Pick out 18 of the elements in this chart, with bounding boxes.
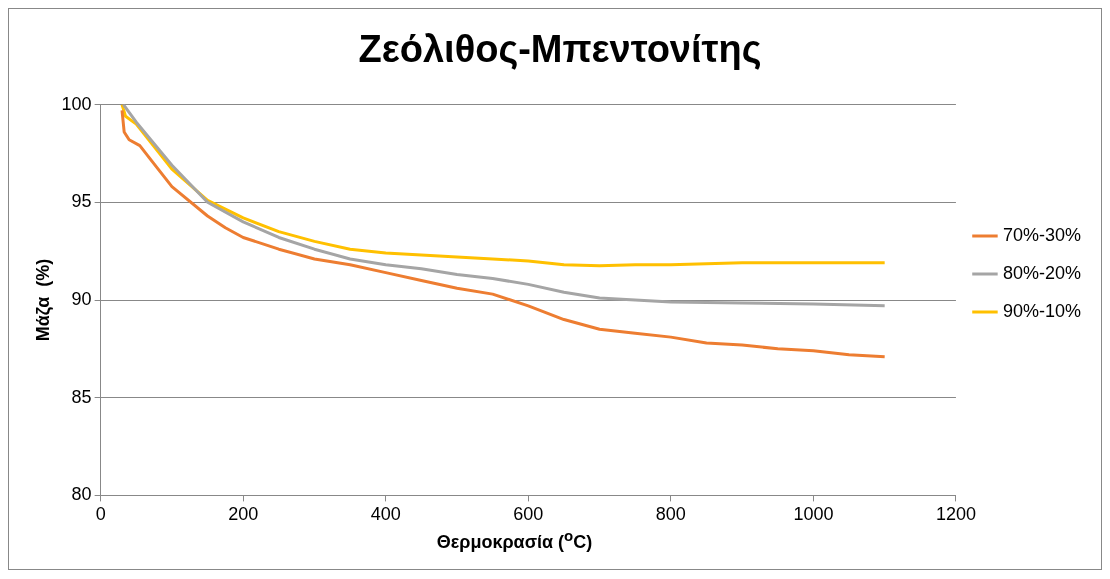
y-tick-label: 80 (71, 484, 92, 505)
x-tick-label: 600 (513, 504, 544, 525)
y-tick-label: 95 (71, 191, 92, 212)
x-tick-label: 1000 (793, 504, 834, 525)
y-tick-label: 85 (71, 386, 92, 407)
legend-label: 80%-20% (1002, 262, 1081, 283)
x-tick-label: 1200 (935, 504, 976, 525)
x-tick-label: 0 (95, 504, 106, 525)
x-axis-title: Θερμοκρασία ($^{o}$C) (435, 527, 594, 553)
legend-label: 70%-30% (1002, 224, 1081, 245)
x-tick-label: 800 (655, 504, 686, 525)
chart-title: Ζεόλιθος-Μπεντονίτης (358, 28, 762, 71)
x-tick-label: 200 (228, 504, 259, 525)
y-tick-label: 90 (71, 288, 92, 309)
y-tick-label: 100 (61, 93, 92, 114)
x-tick-label: 400 (370, 504, 401, 525)
y-axis-title: Μάζα (%) (32, 258, 54, 342)
legend-label: 90%-10% (1002, 300, 1081, 321)
